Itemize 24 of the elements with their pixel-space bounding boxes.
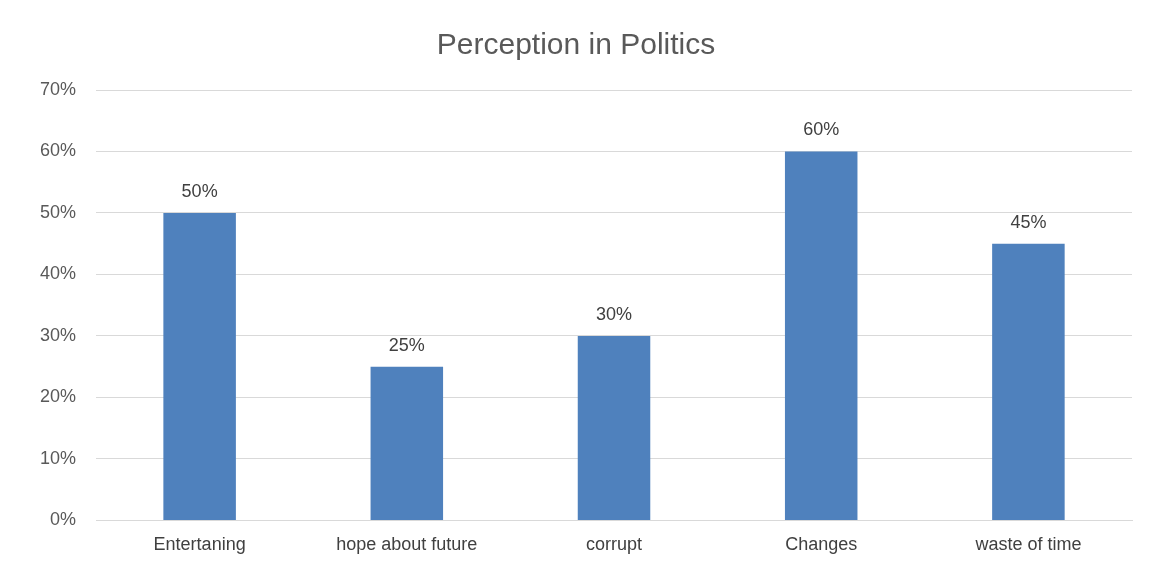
chart-title: Perception in Politics	[436, 27, 716, 61]
bar	[577, 335, 651, 520]
data-label: 45%	[1010, 211, 1047, 232]
y-tick-label: 10%	[40, 447, 77, 468]
y-tick-label: 30%	[40, 324, 77, 345]
x-tick-label: waste of time	[974, 534, 1082, 555]
y-tick-label: 40%	[40, 263, 77, 284]
bar	[784, 151, 858, 520]
x-tick-label: Entertaning	[153, 534, 246, 555]
data-label: 50%	[181, 180, 218, 201]
x-tick-label: corrupt	[586, 534, 643, 555]
data-label: 60%	[803, 119, 840, 140]
x-tick-label: Changes	[785, 534, 858, 555]
data-label: 25%	[388, 334, 425, 355]
bar	[992, 243, 1065, 520]
y-tick-label: 20%	[40, 386, 77, 407]
data-label: 30%	[596, 303, 633, 324]
y-tick-label: 70%	[40, 78, 77, 99]
bar	[370, 366, 444, 520]
bar	[163, 212, 236, 520]
y-tick-label: 0%	[50, 509, 77, 530]
y-tick-label: 50%	[40, 201, 77, 222]
x-tick-label: hope about future	[336, 534, 478, 555]
y-tick-label: 60%	[40, 140, 77, 161]
